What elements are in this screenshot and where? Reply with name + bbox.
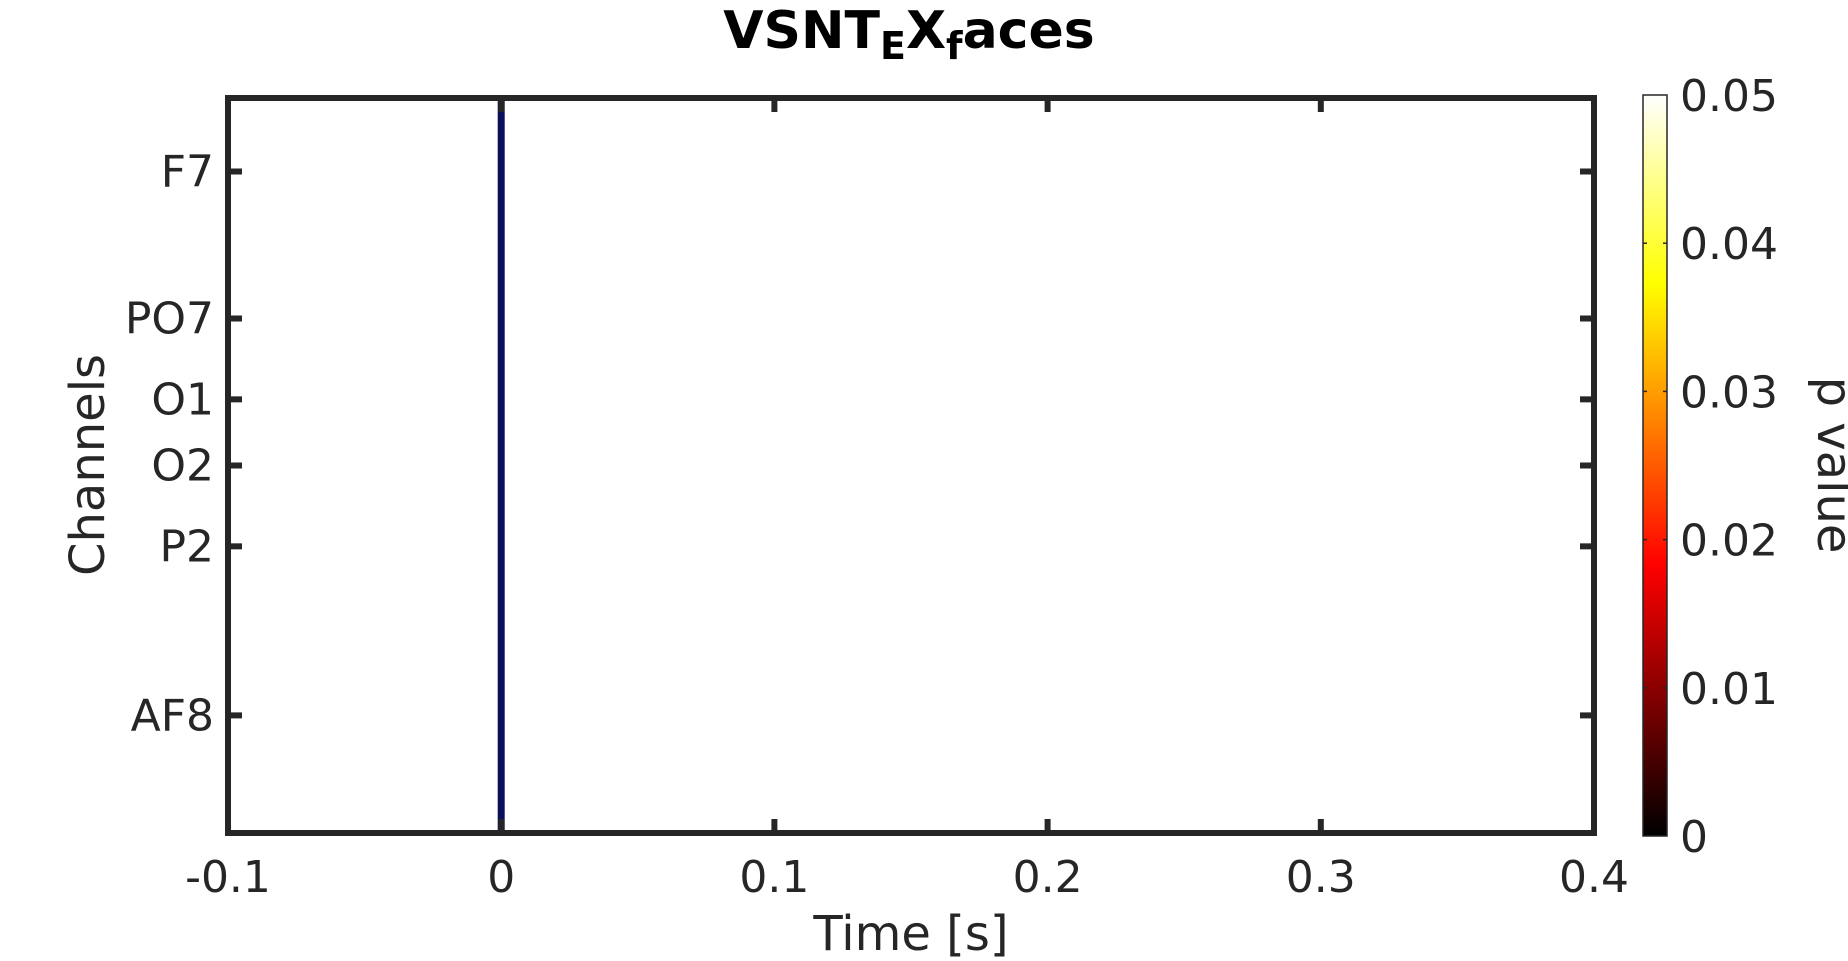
colorbar-tick-label: 0.03 bbox=[1680, 367, 1778, 418]
colorbar-tick-label: 0.01 bbox=[1680, 664, 1778, 715]
title-part: X bbox=[906, 1, 946, 61]
colorbar-label: p value bbox=[1806, 377, 1848, 554]
channel-tick-label: P2 bbox=[159, 521, 214, 572]
x-tick-label: 0.3 bbox=[1286, 852, 1356, 903]
title-part: f bbox=[946, 24, 963, 68]
x-tick-label: 0.1 bbox=[739, 852, 809, 903]
plot-area bbox=[228, 98, 1594, 833]
x-axis-label: Time [s] bbox=[812, 906, 1008, 961]
plot-frame bbox=[225, 95, 1597, 836]
colorbar bbox=[1642, 94, 1668, 837]
colorbar-tick-label: 0 bbox=[1680, 812, 1708, 863]
colorbar-tick-label: 0.05 bbox=[1680, 71, 1778, 122]
x-tick-label: -0.1 bbox=[185, 852, 271, 903]
x-tick-label: 0 bbox=[487, 852, 515, 903]
colorbar-tick-label: 0.02 bbox=[1680, 516, 1778, 567]
x-tick-label: 0.2 bbox=[1013, 852, 1083, 903]
channel-tick-label: O2 bbox=[151, 441, 214, 492]
channel-tick-label: F7 bbox=[161, 147, 214, 198]
title-part: E bbox=[880, 24, 906, 68]
title-part: VSNT bbox=[723, 1, 880, 61]
x-axis-ticks: -0.1 0 0.1 0.2 0.3 0.4 bbox=[185, 98, 1629, 903]
colorbar-ticks: 0 0.01 0.02 0.03 0.04 0.05 bbox=[1643, 71, 1778, 863]
y-axis-label: Channels bbox=[60, 354, 116, 576]
title-part: aces bbox=[963, 1, 1095, 61]
chart-title: VSNTEXfaces bbox=[723, 1, 1094, 68]
channel-tick-label: O1 bbox=[151, 374, 214, 425]
channel-tick-label: PO7 bbox=[125, 294, 214, 345]
channel-tick-label: AF8 bbox=[131, 690, 214, 741]
colorbar-tick-label: 0.04 bbox=[1680, 219, 1778, 270]
x-tick-label: 0.4 bbox=[1559, 852, 1629, 903]
